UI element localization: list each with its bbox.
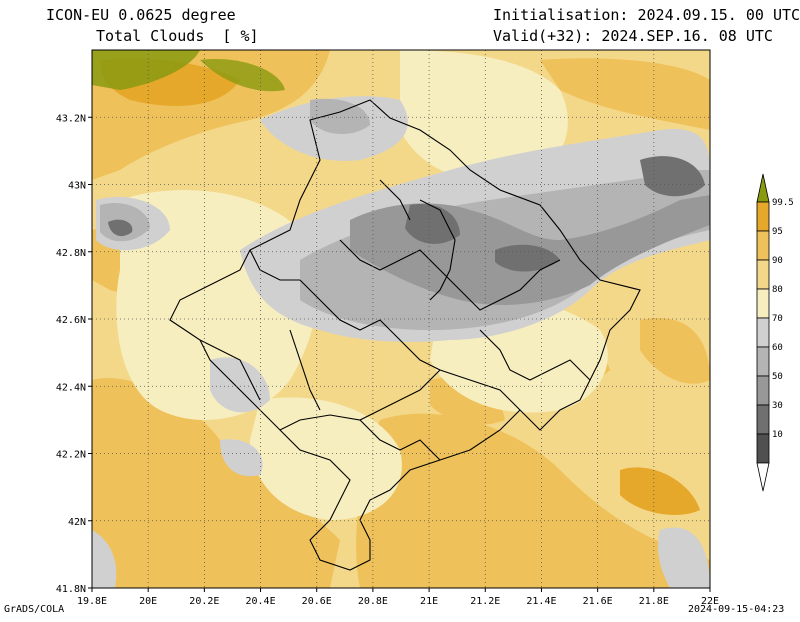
cloud-patch <box>400 50 568 183</box>
lon-tick-labels: 19.8E 20E 20.2E 20.4E 20.6E 20.8E 21E 21.2E 21.4… <box>77 588 719 607</box>
lon-tick-label: 20E <box>139 596 157 607</box>
legend-max-triangle <box>756 173 770 203</box>
legend-level-label: 80 <box>772 285 783 295</box>
model-title: ICON-EU 0.0625 degree <box>46 6 236 24</box>
legend-level-label: 10 <box>772 430 783 440</box>
legend-level-label: 60 <box>772 343 783 353</box>
cloud-patch <box>540 58 710 130</box>
border-internal <box>479 329 591 381</box>
cloud-patch <box>620 467 700 515</box>
lat-tick-label: 42N <box>68 517 86 528</box>
lon-tick-label: 22E <box>701 596 719 607</box>
legend-level-label: 99.5 <box>772 198 794 208</box>
cloud-patch <box>495 244 560 272</box>
legend-color-box <box>756 317 770 348</box>
valid-time-label: Valid(+32): 2024.SEP.16. 08 UTC <box>493 27 773 45</box>
border-internal <box>299 279 441 371</box>
cloud-patch <box>108 219 133 237</box>
cloud-patch <box>405 204 460 244</box>
legend-color-box <box>756 230 770 261</box>
border-outline <box>169 99 641 431</box>
lat-tick-label: 43.2N <box>56 113 86 124</box>
lat-tick-label: 41.8N <box>56 584 86 595</box>
cloud-patch <box>356 413 710 588</box>
variable-title: Total Clouds [ %] <box>96 27 259 45</box>
border-internal <box>199 339 261 401</box>
lat-tick-label: 43N <box>68 181 86 192</box>
lon-tick-label: 21.8E <box>639 596 669 607</box>
legend-level-label: 30 <box>772 401 783 411</box>
initialisation-label: Initialisation: 2024.09.15. 00 UTC <box>493 6 800 24</box>
cloud-patch-max <box>200 59 285 92</box>
lat-tick-label: 42.4N <box>56 382 86 393</box>
cloud-field <box>92 50 710 588</box>
legend-color-box <box>756 201 770 232</box>
border-internal <box>359 419 441 461</box>
lon-tick-label: 19.8E <box>77 596 107 607</box>
lon-tick-label: 21.4E <box>526 596 556 607</box>
legend-color-box <box>756 346 770 377</box>
border-internal <box>249 249 300 281</box>
color-legend: 99.5 95 90 80 70 60 50 30 10 <box>756 173 794 492</box>
lon-tick-label: 20.2E <box>189 596 219 607</box>
lon-tick-label: 20.4E <box>245 596 275 607</box>
lon-tick-label: 21.2E <box>470 596 500 607</box>
legend-color-box <box>756 375 770 406</box>
cloud-patch <box>220 439 263 477</box>
cloud-patch <box>640 156 705 197</box>
lon-tick-label: 20.8E <box>358 596 388 607</box>
cloud-patch <box>658 527 710 588</box>
border-internal <box>419 199 456 301</box>
legend-level-label: 90 <box>772 256 783 266</box>
cloud-patch <box>92 530 117 588</box>
cloud-patch-max <box>92 50 200 90</box>
cloud-patch <box>310 98 370 135</box>
footer-credit: GrADS/COLA <box>4 604 65 615</box>
legend-min-triangle <box>756 462 770 492</box>
cloud-patch <box>210 357 270 413</box>
lat-tick-label: 42.8N <box>56 248 86 259</box>
cloud-patch <box>92 378 340 588</box>
legend-level-label: 70 <box>772 314 783 324</box>
lon-tick-label: 21.6E <box>583 596 613 607</box>
footer-timestamp: 2024-09-15-04:23 <box>688 604 785 615</box>
lat-tick-label: 42.6N <box>56 315 86 326</box>
legend-color-box <box>756 433 770 464</box>
legend-color-box <box>756 259 770 290</box>
legend-color-box <box>756 404 770 435</box>
legend-level-label: 95 <box>772 227 783 237</box>
border-internal <box>379 179 411 221</box>
lon-tick-label: 20.6E <box>302 596 332 607</box>
country-borders <box>169 99 641 571</box>
lon-tick-label: 21E <box>420 596 438 607</box>
lat-tick-labels: 41.8N 42N 42.2N 42.4N 42.6N 42.8N 43N 43.2N <box>56 113 92 595</box>
lat-tick-label: 42.2N <box>56 450 86 461</box>
border-internal <box>289 329 321 411</box>
cloud-patch <box>640 318 710 384</box>
legend-color-box <box>756 288 770 319</box>
legend-level-label: 50 <box>772 372 783 382</box>
border-internal <box>339 239 561 311</box>
